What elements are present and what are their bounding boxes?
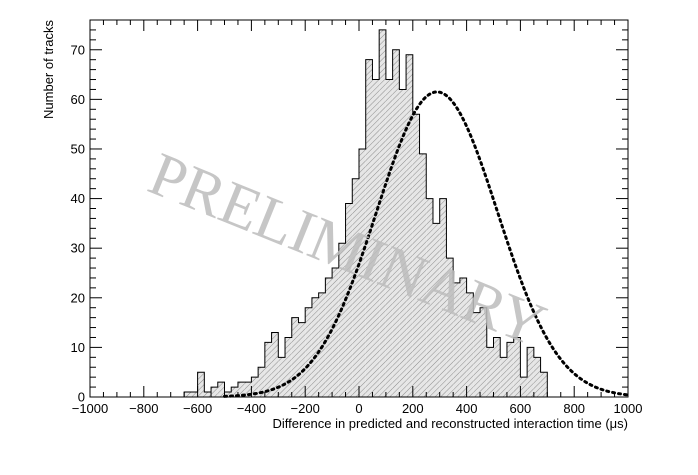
histogram-bar: [392, 49, 400, 398]
histogram-bar: [231, 387, 238, 397]
x-tick-label: −200: [291, 401, 320, 416]
histogram-bar: [513, 337, 521, 397]
histogram-bar: [338, 243, 346, 397]
histogram-bar: [291, 317, 299, 397]
histogram-bar: [480, 307, 487, 397]
x-tick-label: 800: [563, 401, 585, 416]
histogram-bar: [493, 337, 501, 397]
x-tick-label: 0: [355, 401, 362, 416]
histogram-bar: [426, 198, 433, 397]
x-tick-label: −600: [183, 401, 212, 416]
plot-area: [183, 29, 630, 398]
x-axis-title: Difference in predicted and reconstructe…: [272, 416, 628, 431]
x-tick-label: 200: [402, 401, 424, 416]
histogram-outline: [183, 29, 548, 397]
histogram-bar: [520, 377, 528, 397]
y-tick-label: 70: [71, 42, 85, 57]
histogram-bar: [372, 79, 380, 398]
histogram-bar: [244, 382, 252, 397]
histogram-bar: [385, 79, 393, 398]
histogram-bar: [345, 203, 353, 397]
histogram-bar: [285, 337, 292, 397]
histogram-bar: [237, 382, 245, 397]
y-tick-label: 10: [71, 340, 85, 355]
histogram-bar: [204, 392, 212, 397]
histogram-bar: [197, 372, 205, 397]
histogram-bar: [453, 282, 460, 397]
histogram-bar: [278, 357, 286, 397]
y-tick-label: 40: [71, 191, 85, 206]
y-axis-title: Number of tracks: [41, 20, 56, 119]
histogram-bar: [399, 89, 407, 398]
histogram-bar: [527, 347, 534, 397]
histogram-bar: [439, 198, 447, 397]
x-tick-label: −800: [129, 401, 158, 416]
histogram-bar: [540, 372, 548, 397]
histogram-bar: [271, 332, 279, 397]
histogram-bar: [190, 392, 198, 397]
y-tick-label: 60: [71, 92, 85, 107]
x-tick-label: −400: [237, 401, 266, 416]
histogram-bar: [352, 178, 359, 397]
histogram-bar: [251, 377, 259, 397]
histogram-bar: [264, 342, 272, 397]
histogram-bar: [311, 297, 319, 397]
y-tick-label: 20: [71, 290, 85, 305]
histogram-bar: [419, 153, 427, 397]
axes: −1000 −800 −600 −400 −200 0 200 400 600 800 1000 0 1…: [71, 19, 643, 416]
histogram-bar: [217, 382, 225, 397]
histogram-bar: [258, 367, 265, 397]
histogram-bar: [473, 312, 481, 397]
histogram-bar: [298, 322, 306, 397]
x-tick-label: 600: [510, 401, 532, 416]
histogram-bar: [486, 347, 494, 397]
histogram-bar: [211, 387, 218, 397]
histogram-bar: [332, 268, 339, 397]
histogram-bar: [379, 29, 386, 398]
histogram-bar: [506, 342, 514, 397]
x-tick-label: −1000: [72, 401, 109, 416]
x-tick-label: 400: [456, 401, 478, 416]
gaussian-fit-curve: [223, 90, 630, 398]
histogram-bar: [184, 392, 191, 397]
histogram-bar: [305, 307, 312, 397]
histogram-bar: [412, 114, 420, 397]
x-tick-label: 1000: [614, 401, 643, 416]
histogram-bar: [224, 392, 232, 397]
histogram-bar: [359, 148, 366, 397]
histogram-bar: [500, 357, 507, 397]
histogram-bar: [466, 292, 474, 397]
y-tick-label: 50: [71, 141, 85, 156]
histogram-bar: [406, 54, 413, 397]
histogram-bar: [365, 59, 373, 398]
y-tick-label: 30: [71, 241, 85, 256]
histogram-bar: [533, 357, 541, 397]
histogram-bar: [459, 277, 467, 397]
histogram-bar: [432, 223, 440, 397]
y-tick-label: 0: [78, 390, 85, 405]
histogram-bar: [446, 258, 454, 397]
